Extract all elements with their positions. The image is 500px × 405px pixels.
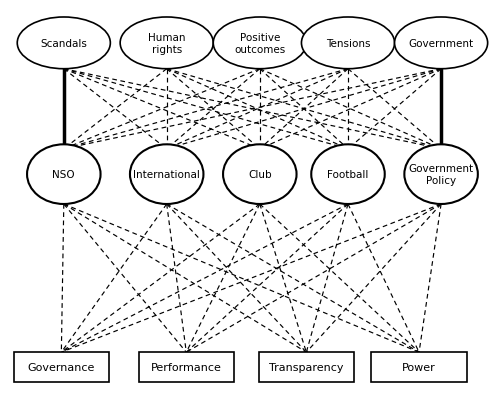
Ellipse shape: [223, 145, 296, 205]
Text: Tensions: Tensions: [326, 39, 370, 49]
Text: Club: Club: [248, 170, 272, 180]
Text: NSO: NSO: [52, 170, 75, 180]
Bar: [14, 352, 109, 382]
Text: Government
Policy: Government Policy: [408, 164, 474, 185]
Bar: [372, 352, 467, 382]
Ellipse shape: [404, 145, 478, 205]
Text: Government: Government: [408, 39, 474, 49]
Text: International: International: [134, 170, 200, 180]
Text: Scandals: Scandals: [40, 39, 87, 49]
Ellipse shape: [120, 18, 213, 70]
Ellipse shape: [213, 18, 306, 70]
Ellipse shape: [311, 145, 385, 205]
Text: Human
rights: Human rights: [148, 33, 186, 55]
Ellipse shape: [27, 145, 101, 205]
Text: Positive
outcomes: Positive outcomes: [234, 33, 285, 55]
Ellipse shape: [17, 18, 110, 70]
Text: Governance: Governance: [28, 362, 95, 372]
Ellipse shape: [302, 18, 394, 70]
Text: Transparency: Transparency: [269, 362, 344, 372]
Ellipse shape: [394, 18, 488, 70]
Ellipse shape: [130, 145, 204, 205]
Text: Football: Football: [328, 170, 368, 180]
Text: Power: Power: [402, 362, 436, 372]
Bar: [138, 352, 234, 382]
Bar: [258, 352, 354, 382]
Text: Performance: Performance: [151, 362, 222, 372]
